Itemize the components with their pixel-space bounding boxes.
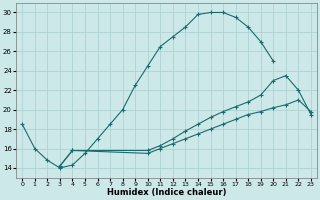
X-axis label: Humidex (Indice chaleur): Humidex (Indice chaleur) [107, 188, 226, 197]
